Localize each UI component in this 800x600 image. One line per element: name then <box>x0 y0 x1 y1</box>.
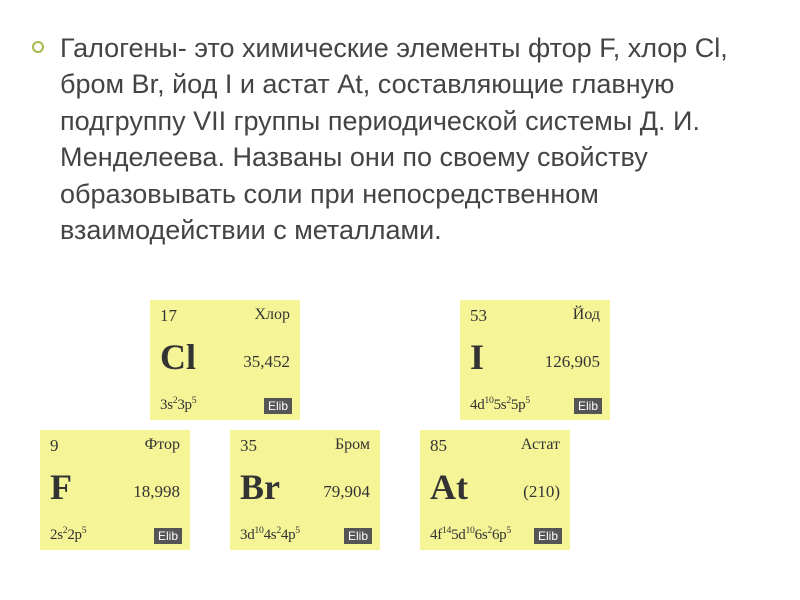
element-symbol: Cl <box>160 336 196 378</box>
element-symbol: At <box>430 466 468 508</box>
element-name: Астат <box>521 436 560 454</box>
bullet-icon <box>32 41 44 53</box>
element-cards-row-bottom: 9 Фтор F 18,998 2s22p5 Elib 35 Бром Br 79,904 3d1… <box>0 430 800 550</box>
elib-watermark: Elib <box>574 398 602 414</box>
element-name: Йод <box>573 306 600 324</box>
electron-config: 3s23p5 <box>160 395 196 414</box>
bullet-item: Галогены- это химические элементы фтор F… <box>60 30 760 249</box>
atomic-mass: 79,904 <box>323 482 370 502</box>
element-card-i: 53 Йод I 126,905 4d105s25p5 Elib <box>460 300 610 420</box>
element-card-f: 9 Фтор F 18,998 2s22p5 Elib <box>40 430 190 550</box>
atomic-mass: 126,905 <box>545 352 600 372</box>
element-symbol: F <box>50 466 72 508</box>
atomic-number: 35 <box>240 436 257 456</box>
element-name: Бром <box>335 436 370 454</box>
bullet-list: Галогены- это химические элементы фтор F… <box>60 30 760 249</box>
atomic-number: 85 <box>430 436 447 456</box>
electron-config: 3d104s24p5 <box>240 525 300 544</box>
element-name: Хлор <box>254 306 290 324</box>
elib-watermark: Elib <box>264 398 292 414</box>
electron-config: 2s22p5 <box>50 525 86 544</box>
element-symbol: Br <box>240 466 280 508</box>
elib-watermark: Elib <box>344 528 372 544</box>
element-card-br: 35 Бром Br 79,904 3d104s24p5 Elib <box>230 430 380 550</box>
main-text: Галогены- это химические элементы фтор F… <box>60 33 728 245</box>
electron-config: 4f145d106s26p5 <box>430 525 511 544</box>
element-cards-row-mid: 17 Хлор Cl 35,452 3s23p5 Elib 53 Йод I 126,905 4d… <box>0 300 800 420</box>
atomic-number: 9 <box>50 436 59 456</box>
elib-watermark: Elib <box>534 528 562 544</box>
atomic-number: 17 <box>160 306 177 326</box>
atomic-mass: 18,998 <box>133 482 180 502</box>
element-symbol: I <box>470 336 484 378</box>
slide-content: Галогены- это химические элементы фтор F… <box>0 0 800 269</box>
atomic-number: 53 <box>470 306 487 326</box>
atomic-mass: 35,452 <box>243 352 290 372</box>
atomic-mass: (210) <box>523 482 560 502</box>
elib-watermark: Elib <box>154 528 182 544</box>
element-card-at: 85 Астат At (210) 4f145d106s26p5 Elib <box>420 430 570 550</box>
element-card-cl: 17 Хлор Cl 35,452 3s23p5 Elib <box>150 300 300 420</box>
electron-config: 4d105s25p5 <box>470 395 530 414</box>
element-name: Фтор <box>145 436 180 454</box>
